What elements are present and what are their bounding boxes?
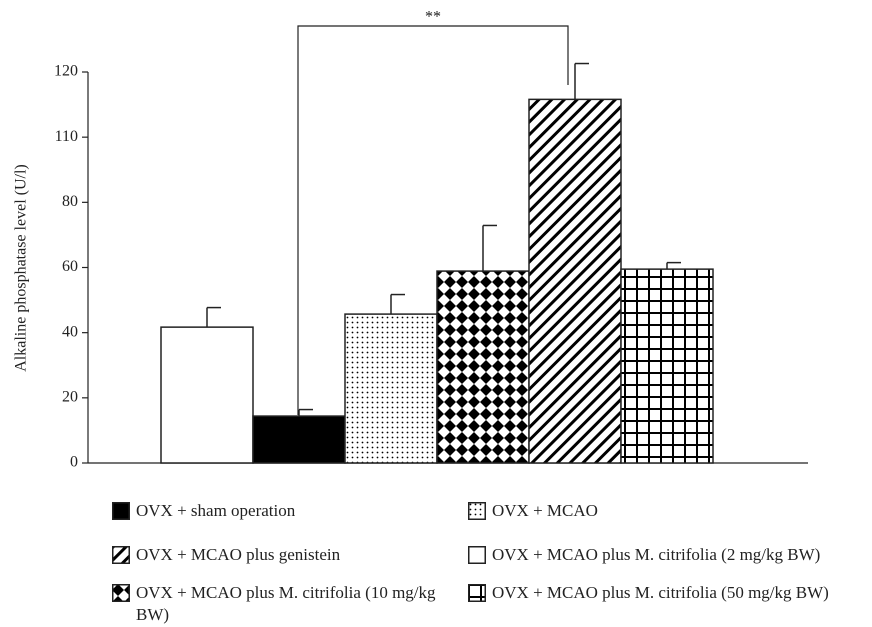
legend-label: OVX + sham operation bbox=[136, 501, 296, 520]
legend-label: OVX + MCAO plus M. citrifolia (50 mg/kg … bbox=[492, 583, 829, 602]
annotation: ** bbox=[425, 9, 441, 26]
bar bbox=[252, 415, 346, 464]
legend-swatch bbox=[112, 584, 130, 602]
legend-swatch bbox=[468, 546, 486, 564]
bar bbox=[344, 313, 438, 464]
legend-swatch-fill bbox=[112, 546, 130, 564]
y-tick-label: 20 bbox=[62, 389, 78, 406]
legend-label: OVX + MCAO bbox=[492, 501, 598, 520]
legend-swatch bbox=[468, 502, 486, 520]
legend-swatch-fill bbox=[468, 546, 486, 564]
y-tick-label: 120 bbox=[54, 63, 78, 80]
legend-label: OVX + MCAO plus genistein bbox=[136, 545, 341, 564]
legend-swatch bbox=[468, 584, 486, 602]
bar bbox=[160, 326, 254, 464]
y-tick-label: 80 bbox=[62, 193, 78, 210]
legend-swatch-fill bbox=[112, 584, 130, 602]
legend-swatch-fill bbox=[468, 502, 486, 520]
legend-label: OVX + MCAO plus M. citrifolia (2 mg/kg B… bbox=[492, 545, 821, 564]
y-tick-label: 0 bbox=[70, 454, 78, 471]
legend-swatch-fill bbox=[468, 584, 486, 602]
y-tick-label: 60 bbox=[62, 258, 78, 275]
y-axis-label: Alkaline phosphatase level (U/l) bbox=[13, 164, 30, 372]
bar bbox=[620, 268, 714, 464]
bar bbox=[436, 270, 530, 464]
legend-label: OVX + MCAO plus M. citrifolia (10 mg/kg … bbox=[136, 583, 436, 624]
legend-swatch bbox=[112, 546, 130, 564]
y-tick-label: 110 bbox=[55, 128, 78, 145]
y-tick-label: 40 bbox=[62, 323, 78, 340]
significance-bracket bbox=[297, 25, 569, 415]
legend-swatch bbox=[112, 502, 130, 520]
bar bbox=[528, 98, 622, 464]
legend-swatch-fill bbox=[112, 502, 130, 520]
